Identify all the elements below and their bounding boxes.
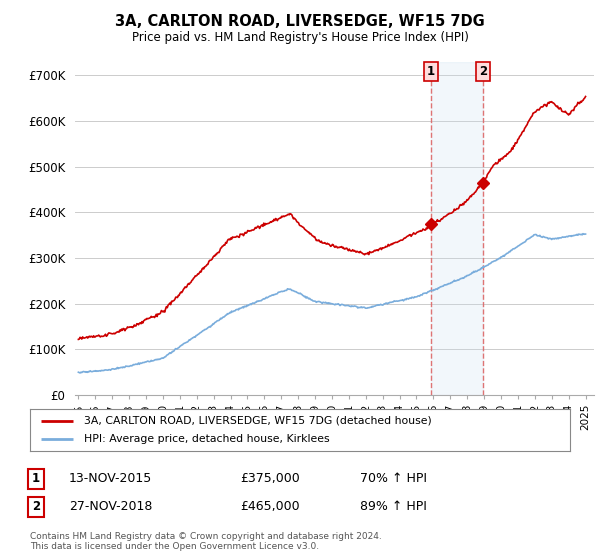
- Text: Contains HM Land Registry data © Crown copyright and database right 2024.
This d: Contains HM Land Registry data © Crown c…: [30, 532, 382, 552]
- Text: 89% ↑ HPI: 89% ↑ HPI: [360, 500, 427, 514]
- Text: 3A, CARLTON ROAD, LIVERSEDGE, WF15 7DG: 3A, CARLTON ROAD, LIVERSEDGE, WF15 7DG: [115, 14, 485, 29]
- Text: 1: 1: [427, 65, 435, 78]
- Text: 3A, CARLTON ROAD, LIVERSEDGE, WF15 7DG (detached house): 3A, CARLTON ROAD, LIVERSEDGE, WF15 7DG (…: [84, 416, 432, 426]
- Text: 2: 2: [32, 500, 40, 514]
- Text: £375,000: £375,000: [240, 472, 300, 486]
- Text: £465,000: £465,000: [240, 500, 299, 514]
- Text: Price paid vs. HM Land Registry's House Price Index (HPI): Price paid vs. HM Land Registry's House …: [131, 31, 469, 44]
- Text: 70% ↑ HPI: 70% ↑ HPI: [360, 472, 427, 486]
- Text: 27-NOV-2018: 27-NOV-2018: [69, 500, 152, 514]
- Bar: [431, 62, 483, 395]
- Text: 13-NOV-2015: 13-NOV-2015: [69, 472, 152, 486]
- Text: HPI: Average price, detached house, Kirklees: HPI: Average price, detached house, Kirk…: [84, 434, 329, 444]
- Text: 1: 1: [32, 472, 40, 486]
- Text: 2: 2: [479, 65, 487, 78]
